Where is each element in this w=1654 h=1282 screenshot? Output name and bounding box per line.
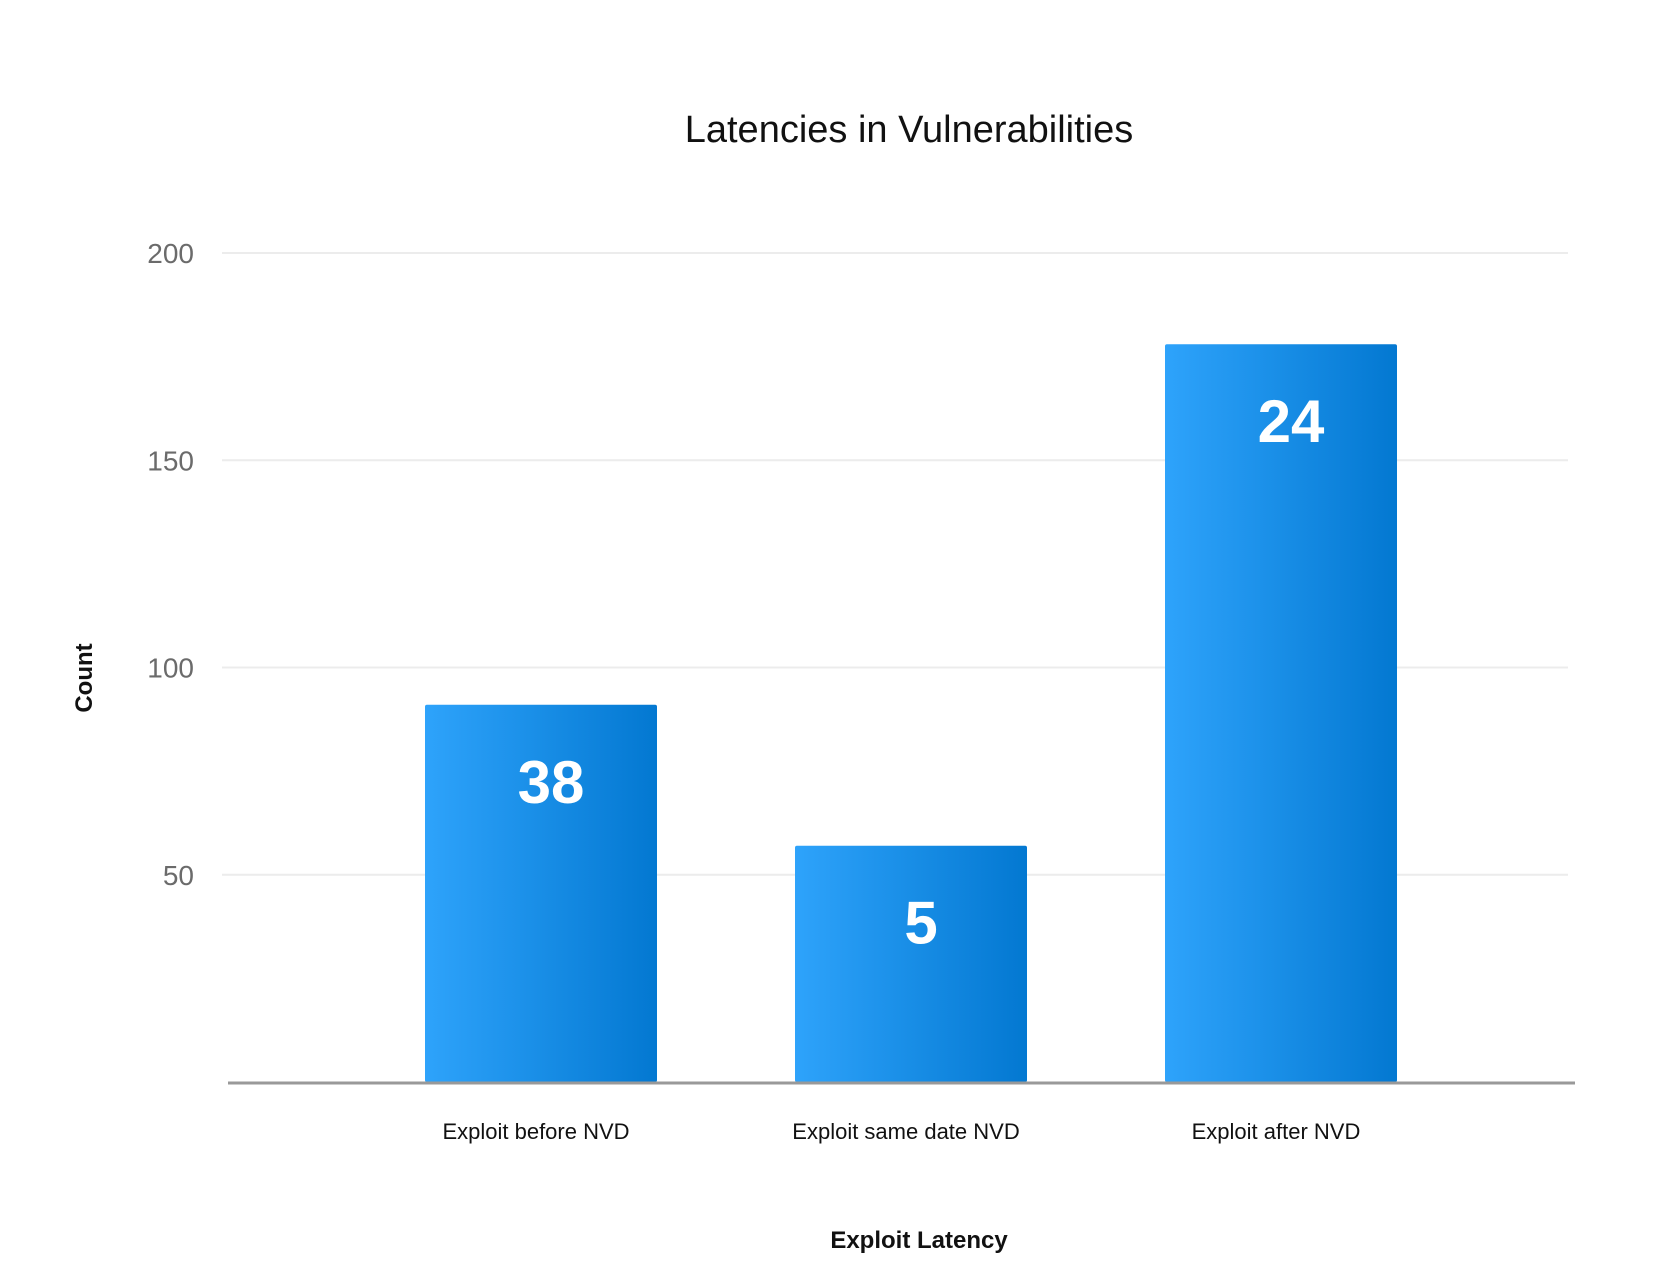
bars: 38 5 24 xyxy=(425,344,1397,1082)
bar xyxy=(425,704,657,1082)
y-tick-label: 50 xyxy=(163,860,194,891)
y-axis-label: Count xyxy=(71,643,98,712)
bar-data-label: 24 xyxy=(1258,388,1325,455)
y-tick-label: 100 xyxy=(147,653,194,684)
y-axis-ticks: 50 100 150 200 xyxy=(147,238,194,891)
bar-data-label: 38 xyxy=(518,749,585,816)
bar xyxy=(795,845,1027,1082)
y-tick-label: 150 xyxy=(147,445,194,476)
chart-title: Latencies in Vulnerabilities xyxy=(685,109,1134,151)
y-tick-label: 200 xyxy=(147,238,194,269)
x-tick-label: Exploit after NVD xyxy=(1192,1119,1361,1144)
x-tick-label: Exploit same date NVD xyxy=(792,1119,1019,1144)
bar xyxy=(1165,344,1397,1082)
x-tick-label: Exploit before NVD xyxy=(442,1119,629,1144)
x-axis-label: Exploit Latency xyxy=(830,1227,1008,1254)
bar-data-label: 5 xyxy=(904,890,937,957)
x-axis-ticks: Exploit before NVD Exploit same date NVD E… xyxy=(442,1119,1360,1144)
